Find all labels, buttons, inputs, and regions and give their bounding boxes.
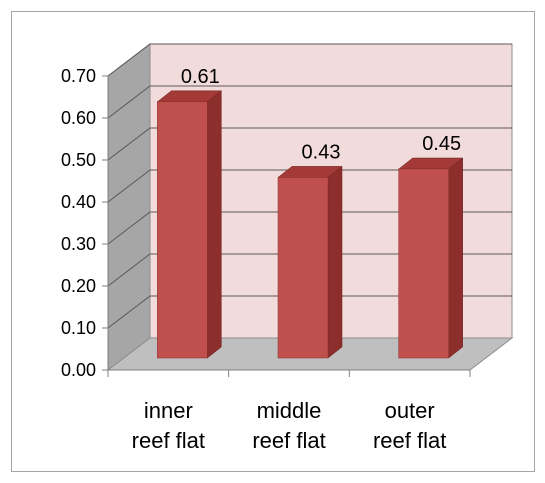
y-tick-label: 0.40	[61, 192, 96, 212]
bar-side-face	[327, 165, 343, 359]
gridline	[107, 127, 512, 161]
bar	[398, 168, 449, 359]
x-tick-label: inner	[144, 398, 193, 423]
y-tick-label: 0.10	[61, 318, 96, 338]
y-tick-label: 0.20	[61, 276, 96, 296]
gridline	[107, 295, 512, 329]
side-wall	[107, 42, 151, 372]
x-tick-label: reef flat	[373, 428, 446, 453]
bar-side-face	[207, 90, 222, 359]
bar-side-face	[448, 157, 463, 359]
gridline	[107, 85, 512, 119]
data-label: 0.61	[181, 66, 220, 88]
data-label: 0.45	[422, 133, 461, 155]
y-tick-label: 0.50	[61, 150, 96, 170]
y-tick-label: 0.60	[61, 108, 96, 128]
bar	[157, 101, 208, 359]
bar	[277, 177, 329, 359]
y-tick-label: 0.00	[61, 360, 96, 380]
gridline	[107, 43, 512, 77]
y-tick-label: 0.70	[61, 66, 96, 86]
x-tick-label: reef flat	[132, 428, 205, 453]
y-tick-label: 0.30	[61, 234, 96, 254]
x-tick-label: outer	[385, 398, 435, 423]
gridline	[107, 253, 512, 287]
gridline	[107, 169, 512, 203]
x-tick-label: middle	[257, 398, 322, 423]
data-label: 0.43	[302, 141, 341, 163]
gridline	[107, 211, 512, 245]
x-tick-label: reef flat	[252, 428, 325, 453]
